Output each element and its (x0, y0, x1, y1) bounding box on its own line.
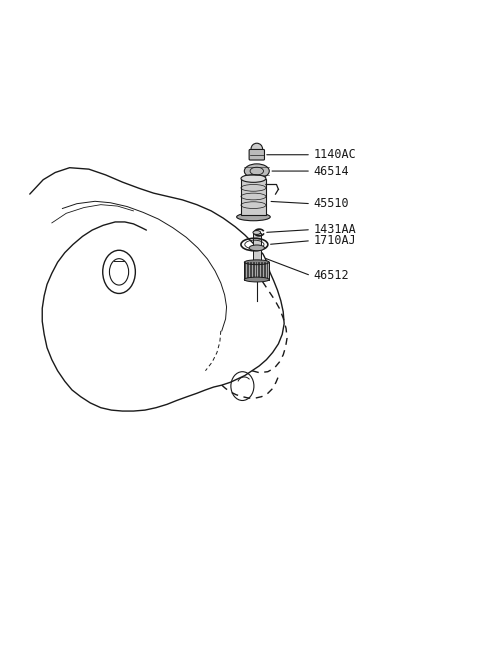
Ellipse shape (244, 260, 269, 265)
Text: 46512: 46512 (313, 269, 349, 283)
Ellipse shape (244, 164, 269, 178)
Ellipse shape (244, 277, 269, 282)
Ellipse shape (241, 175, 266, 183)
Polygon shape (253, 233, 261, 267)
Text: 45510: 45510 (313, 197, 349, 210)
Ellipse shape (249, 245, 264, 251)
Text: 1431AA: 1431AA (313, 223, 356, 236)
Polygon shape (241, 179, 266, 214)
Ellipse shape (237, 213, 270, 221)
FancyBboxPatch shape (249, 149, 264, 160)
Text: 1710AJ: 1710AJ (313, 234, 356, 247)
Text: 46514: 46514 (313, 164, 349, 177)
Circle shape (251, 143, 263, 155)
Text: 1140AC: 1140AC (313, 148, 356, 161)
Polygon shape (244, 262, 269, 279)
Ellipse shape (253, 231, 261, 235)
